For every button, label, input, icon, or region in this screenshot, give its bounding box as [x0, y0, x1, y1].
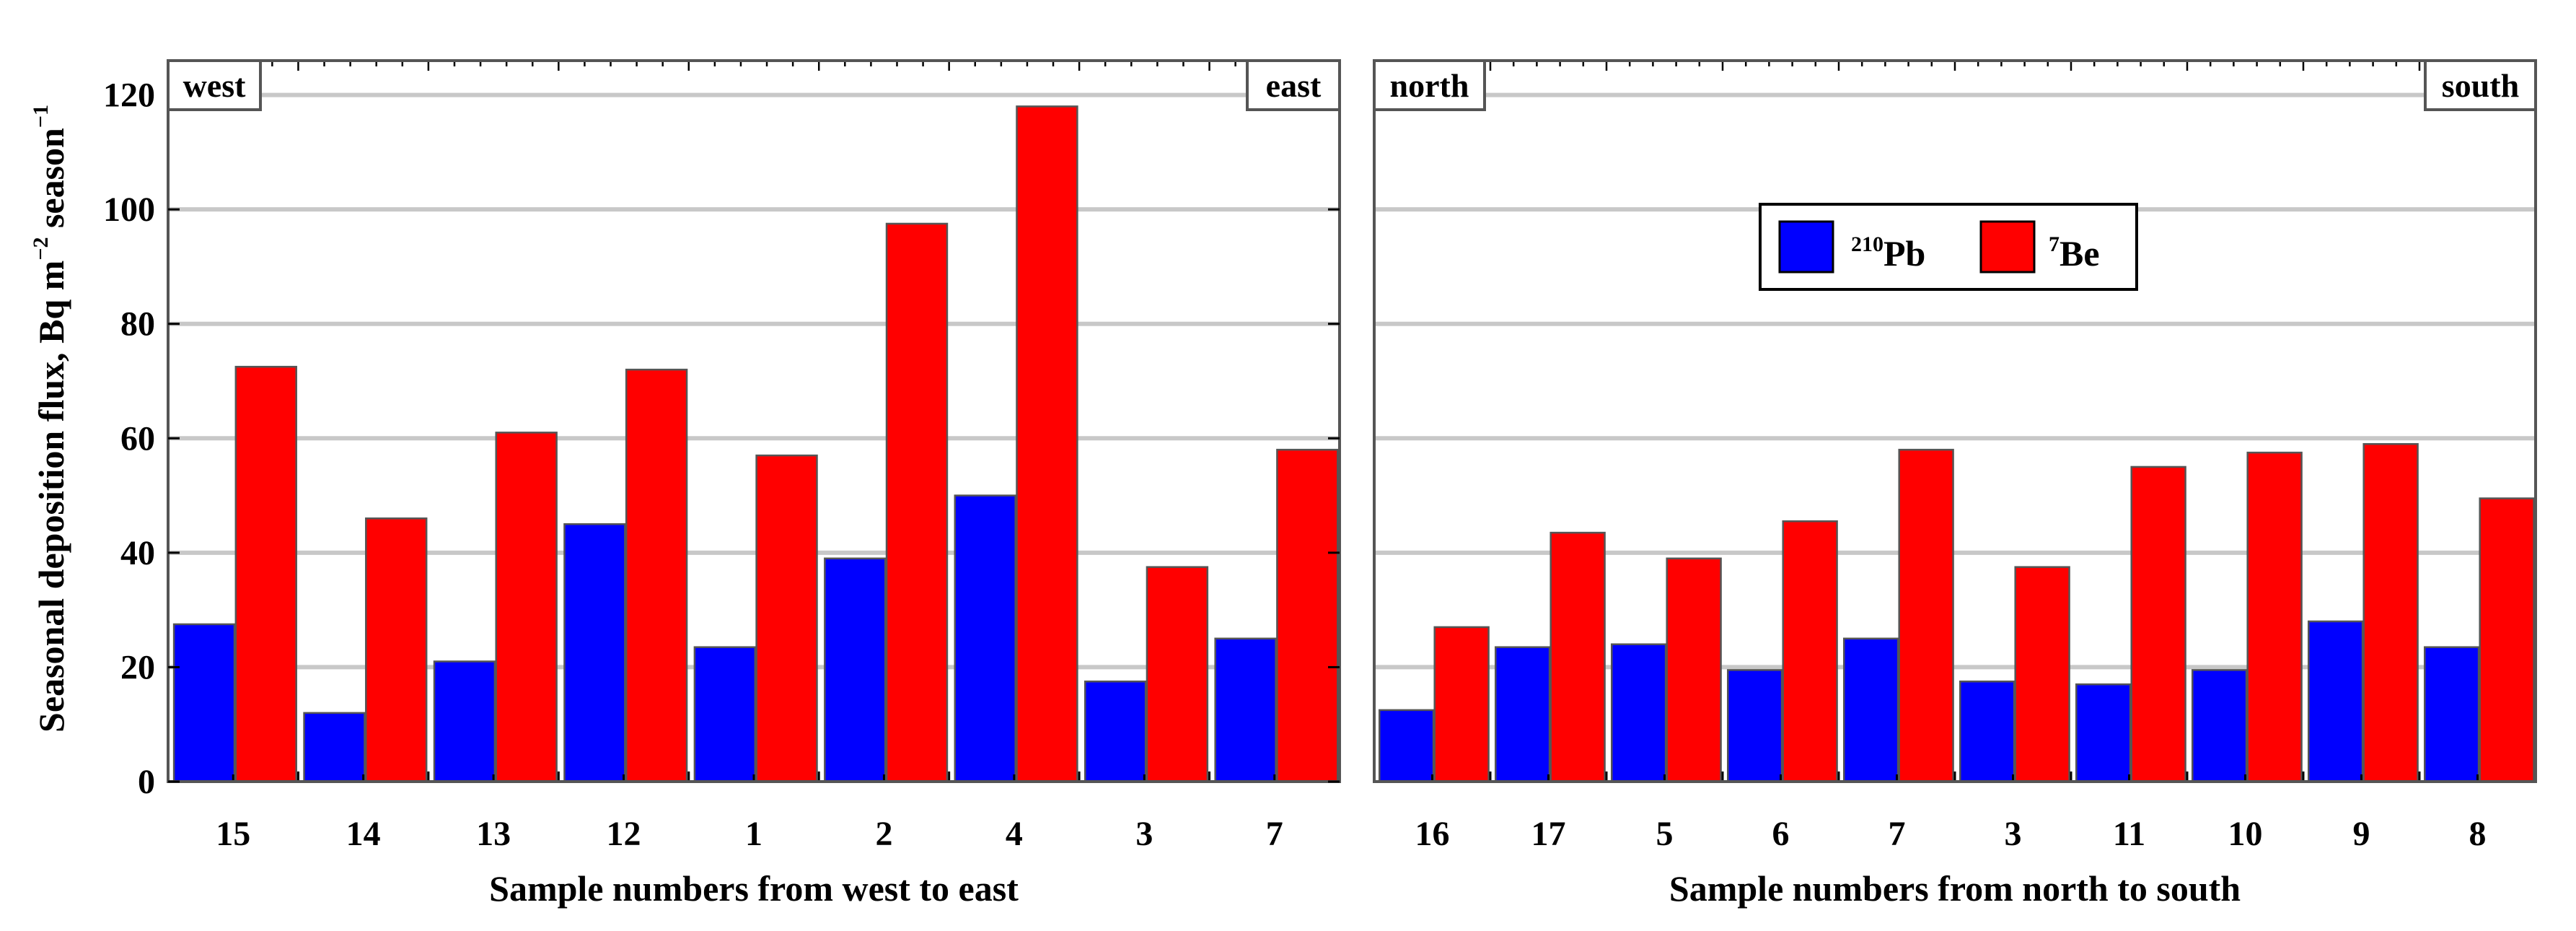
- bar-pb210-sample-11: [2075, 683, 2132, 783]
- bar-be7-sample-11: [2130, 466, 2186, 783]
- x-tick-label: 5: [1656, 815, 1674, 853]
- legend-label-be7: 7Be: [2049, 232, 2100, 274]
- bar-be7-sample-9: [2362, 442, 2419, 783]
- bar-pb210-sample-3: [1083, 681, 1147, 783]
- bar-be7-sample-17: [1549, 531, 1606, 783]
- x-tick-label: 3: [1135, 815, 1153, 853]
- bar-be7-sample-7: [1898, 448, 1954, 783]
- x-tick-label: 2: [875, 815, 892, 853]
- x-tick-label: 12: [607, 815, 641, 853]
- bar-pb210-sample-17: [1494, 646, 1551, 783]
- x-tick-label: 8: [2469, 815, 2487, 853]
- bar-pb210-sample-7: [1842, 637, 1899, 783]
- bar-be7-sample-5: [1666, 557, 1722, 783]
- y-tick-label: 20: [120, 648, 155, 686]
- bar-be7-sample-1: [755, 454, 818, 783]
- bar-be7-sample-10: [2246, 451, 2303, 783]
- bar-be7-sample-6: [1782, 520, 1838, 783]
- bar-pb210-sample-12: [563, 523, 626, 783]
- bar-be7-sample-2: [885, 222, 949, 783]
- x-axis-title: Sample numbers from north to south: [1669, 868, 2241, 909]
- bar-be7-sample-4: [1016, 105, 1078, 783]
- x-tick-label: 10: [2228, 815, 2263, 853]
- bar-pb210-sample-3: [1959, 681, 2015, 783]
- x-tick-label: 17: [1531, 815, 1566, 853]
- bar-pb210-sample-13: [433, 660, 496, 783]
- x-axis-title: Sample numbers from west to east: [489, 868, 1019, 909]
- bar-pb210-sample-4: [954, 494, 1016, 783]
- plot-frame: [1373, 59, 2537, 783]
- panel-north-south: 16 17 5 6 7 3 11 10 9 8 north south Sample numbers f…: [1373, 59, 2537, 909]
- bar-pb210-sample-6: [1726, 669, 1783, 783]
- bar-be7-sample-3: [1146, 566, 1209, 783]
- x-tick-label: 11: [2113, 815, 2145, 853]
- x-tick-label: 6: [1772, 815, 1790, 853]
- x-tick-label: 13: [476, 815, 511, 853]
- bar-pb210-sample-8: [2423, 646, 2480, 783]
- corner-label-box-left: [1373, 59, 1486, 111]
- bar-pb210-sample-5: [1610, 643, 1667, 783]
- bar-pb210-sample-2: [824, 557, 887, 783]
- corner-label-box-right: [2424, 59, 2537, 111]
- legend-label-pb210: 210Pb: [1851, 232, 1925, 274]
- legend: 210Pb 7Be: [1759, 203, 2138, 291]
- bar-be7-sample-12: [625, 368, 688, 783]
- corner-label-box-right: [1246, 59, 1341, 111]
- corner-label-right: south: [2442, 67, 2519, 104]
- bar-be7-sample-14: [365, 517, 428, 783]
- y-axis-title: Seasonal deposition flux, Bq m−2 season−…: [29, 105, 71, 733]
- y-tick-label: 0: [138, 763, 155, 801]
- bar-be7-sample-7: [1276, 448, 1339, 783]
- x-tick-label: 14: [346, 815, 381, 853]
- bar-pb210-sample-10: [2191, 669, 2248, 783]
- bar-pb210-sample-9: [2307, 620, 2364, 783]
- x-tick-label: 16: [1415, 815, 1450, 853]
- corner-label-right: east: [1266, 67, 1322, 104]
- bar-pb210-sample-14: [303, 712, 366, 783]
- bar-pb210-sample-7: [1214, 637, 1277, 783]
- bar-pb210-sample-15: [172, 623, 236, 783]
- corner-label-left: north: [1390, 67, 1469, 104]
- x-tick-label: 9: [2353, 815, 2370, 853]
- x-tick-label: 7: [1889, 815, 1906, 853]
- bar-be7-sample-8: [2479, 497, 2535, 783]
- x-tick-label: 4: [1006, 815, 1023, 853]
- legend-swatch-be7: [1979, 220, 2036, 274]
- corner-label-left: west: [183, 67, 247, 104]
- x-tick-label: 1: [745, 815, 762, 853]
- bar-pb210-sample-16: [1378, 709, 1435, 783]
- x-tick-label: 7: [1266, 815, 1283, 853]
- corner-label-box-left: [167, 59, 262, 111]
- y-tick-label: 100: [103, 191, 155, 229]
- x-tick-label: 15: [216, 815, 250, 853]
- y-tick-label: 60: [120, 419, 155, 458]
- y-tick-label: 80: [120, 305, 155, 344]
- legend-swatch-pb210: [1778, 220, 1834, 274]
- bar-be7-sample-13: [495, 432, 558, 783]
- bar-pb210-sample-1: [693, 646, 757, 783]
- plot-frame: [167, 59, 1341, 783]
- bar-be7-sample-3: [2014, 566, 2070, 783]
- bar-be7-sample-16: [1433, 626, 1490, 783]
- y-tick-label: 120: [103, 77, 155, 115]
- bar-be7-sample-15: [234, 365, 297, 783]
- x-tick-label: 3: [2005, 815, 2022, 853]
- y-tick-label: 40: [120, 534, 155, 572]
